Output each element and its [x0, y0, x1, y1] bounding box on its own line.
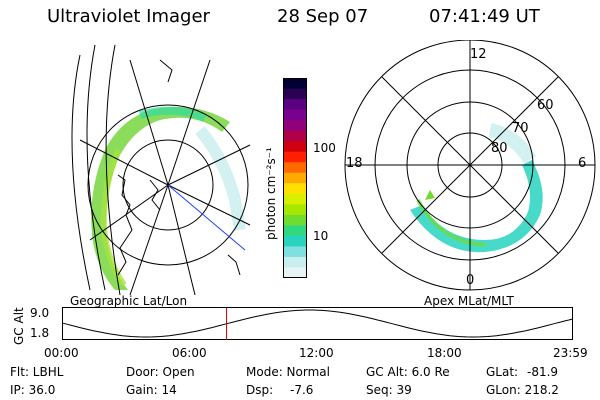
timeline-frame: [62, 307, 573, 340]
polar-map-label: Apex MLat/MLT: [424, 294, 514, 308]
lat-label-80: 80: [491, 141, 508, 156]
colorbar-swatch: [283, 204, 307, 216]
timeline-ytick-bottom: 1.8: [30, 326, 50, 340]
seq-info: Seq: 39: [366, 383, 412, 397]
colorbar-swatch: [283, 246, 307, 258]
colorbar-swatch: [283, 172, 307, 184]
colorbar-swatch: [283, 235, 307, 247]
colorbar-tick-10: 10: [313, 229, 329, 243]
door-info: Door: Open: [126, 365, 195, 379]
mlt-label-6: 6: [578, 156, 587, 171]
app-title: Ultraviolet Imager: [47, 6, 210, 27]
gain-info: Gain: 14: [126, 383, 177, 397]
colorbar-swatch: [283, 99, 307, 111]
timeline-ytick-top: 9.0: [30, 306, 50, 320]
timeline-plot: [62, 307, 574, 340]
colorbar-swatch: [283, 256, 307, 268]
dsp-value: -7.6: [290, 383, 314, 397]
colorbar-swatch: [283, 141, 307, 153]
aurora-band-left: [91, 106, 230, 290]
colorbar: [283, 78, 307, 278]
timeline-xtick-0000: 00:00: [44, 346, 79, 360]
colorbar-swatch: [283, 120, 307, 132]
polar-map: [344, 40, 596, 291]
colorbar-tick-100: 100: [313, 141, 336, 155]
lat-label-70: 70: [512, 121, 529, 136]
colorbar-frame: [283, 78, 307, 278]
glat-label: GLat:: [486, 365, 519, 379]
ip-info: IP: 36.0: [10, 383, 56, 397]
colorbar-swatch: [283, 267, 307, 278]
colorbar-swatch: [283, 78, 307, 90]
colorbar-swatch: [283, 88, 307, 100]
colorbar-swatch: [283, 193, 307, 205]
lat-label-60: 60: [537, 98, 554, 113]
mode-info: Mode: Normal: [246, 365, 330, 379]
colorbar-swatch: [283, 109, 307, 121]
colorbar-swatch: [283, 162, 307, 174]
time-label: 07:41:49 UT: [429, 6, 540, 27]
geographic-map-label: Geographic Lat/Lon: [70, 294, 188, 308]
mlt-label-0: 0: [466, 273, 475, 288]
glat-value: -81.9: [527, 365, 559, 379]
colorbar-swatch: [283, 151, 307, 163]
mlt-label-18: 18: [346, 156, 363, 171]
aurora-band-right: [410, 160, 543, 253]
gc-alt-info: GC Alt: 6.0 Re: [366, 365, 450, 379]
colorbar-swatch: [283, 225, 307, 237]
geographic-map: [71, 44, 251, 295]
timeline-xtick-1800: 18:00: [427, 346, 462, 360]
filter-info: Flt: LBHL: [10, 365, 64, 379]
timeline-ylabel: GC Alt: [12, 307, 26, 345]
glon-info: GLon: 218.2: [486, 383, 559, 397]
colorbar-swatch: [283, 183, 307, 195]
mlt-label-12: 12: [470, 47, 487, 62]
timeline-xtick-0600: 06:00: [172, 346, 207, 360]
dsp-label: Dsp:: [246, 383, 274, 397]
colorbar-swatch: [283, 130, 307, 142]
date-label: 28 Sep 07: [277, 6, 369, 27]
orbit-altitude-curve: [62, 309, 574, 338]
colorbar-swatch: [283, 214, 307, 226]
colorbar-unit-label: photon cm⁻²s⁻¹: [264, 147, 278, 240]
timeline-xtick-1200: 12:00: [299, 346, 334, 360]
timeline-xtick-2359: 23:59: [553, 346, 588, 360]
